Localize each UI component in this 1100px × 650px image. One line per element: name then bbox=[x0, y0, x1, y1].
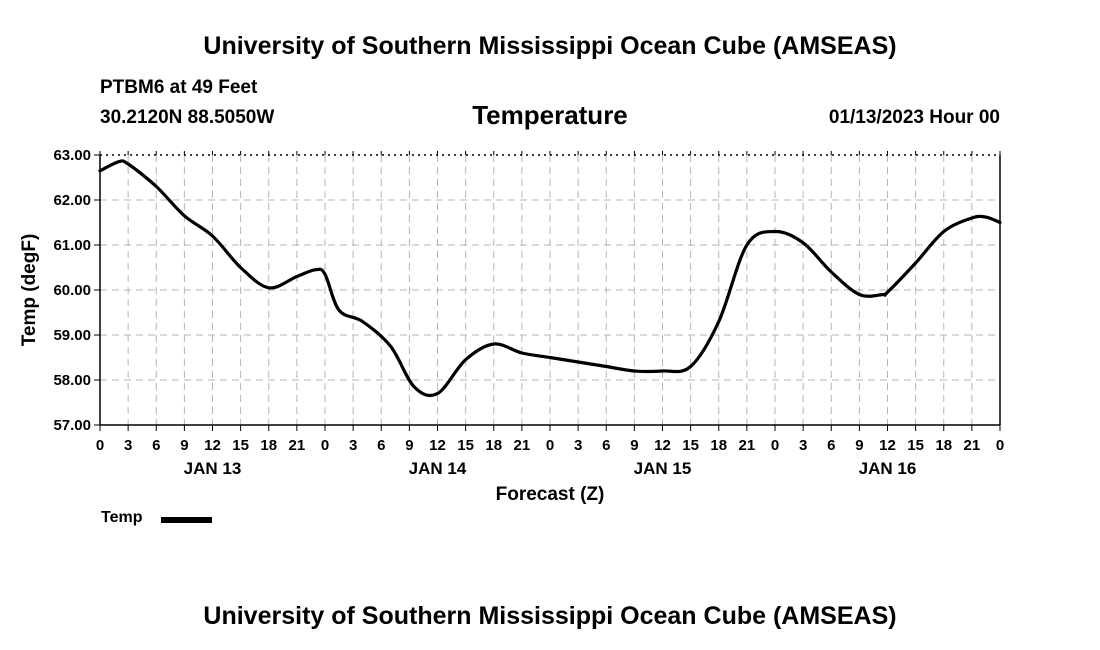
x-tick-label: 6 bbox=[377, 437, 385, 454]
x-tick-label: 3 bbox=[349, 437, 357, 454]
day-label: JAN 14 bbox=[409, 459, 467, 478]
chart-title: Temperature bbox=[472, 100, 628, 130]
series-line-temp bbox=[98, 159, 1002, 398]
x-tick-label: 6 bbox=[152, 437, 160, 454]
legend-label: Temp bbox=[101, 509, 143, 526]
x-axis-label: Forecast (Z) bbox=[496, 484, 605, 505]
x-tick-label: 18 bbox=[710, 437, 727, 454]
x-tick-label: 15 bbox=[457, 437, 474, 454]
x-tick-label: 18 bbox=[485, 437, 502, 454]
x-tick-label: 0 bbox=[996, 437, 1004, 454]
x-tick-label: 9 bbox=[405, 437, 413, 454]
page-title: University of Southern Mississippi Ocean… bbox=[203, 32, 897, 60]
x-tick-label: 0 bbox=[96, 437, 104, 454]
day-label: JAN 16 bbox=[859, 459, 917, 478]
x-tick-label: 21 bbox=[739, 437, 756, 454]
x-tick-label: 12 bbox=[429, 437, 446, 454]
legend-line-swatch bbox=[161, 517, 212, 523]
y-tick-label: 63.00 bbox=[53, 147, 91, 164]
x-tick-label: 9 bbox=[630, 437, 638, 454]
x-tick-label: 12 bbox=[654, 437, 671, 454]
x-tick-label: 0 bbox=[321, 437, 329, 454]
x-tick-label: 15 bbox=[907, 437, 924, 454]
y-axis-label: Temp (degF) bbox=[19, 234, 40, 347]
x-tick-label: 9 bbox=[855, 437, 863, 454]
x-tick-label: 12 bbox=[879, 437, 896, 454]
day-label: JAN 15 bbox=[634, 459, 692, 478]
footer-title: University of Southern Mississippi Ocean… bbox=[203, 602, 897, 630]
x-tick-label: 18 bbox=[935, 437, 952, 454]
x-tick-label: 21 bbox=[964, 437, 981, 454]
x-tick-label: 6 bbox=[827, 437, 835, 454]
y-tick-label: 57.00 bbox=[53, 417, 91, 434]
y-tick-label: 62.00 bbox=[53, 192, 91, 209]
x-tick-label: 15 bbox=[682, 437, 699, 454]
x-tick-label: 3 bbox=[574, 437, 582, 454]
x-tick-label: 18 bbox=[260, 437, 277, 454]
y-tick-label: 60.00 bbox=[53, 282, 91, 299]
x-tick-label: 15 bbox=[232, 437, 249, 454]
y-tick-label: 58.00 bbox=[53, 372, 91, 389]
x-tick-label: 3 bbox=[799, 437, 807, 454]
x-tick-label: 0 bbox=[546, 437, 554, 454]
station-coordinates: 30.2120N 88.5050W bbox=[100, 107, 275, 128]
forecast-time: 01/13/2023 Hour 00 bbox=[828, 107, 1000, 128]
x-tick-label: 6 bbox=[602, 437, 610, 454]
x-tick-label: 0 bbox=[771, 437, 779, 454]
station-label: PTBM6 at 49 Feet bbox=[100, 77, 258, 98]
day-label: JAN 13 bbox=[184, 459, 242, 478]
x-tick-label: 3 bbox=[124, 437, 132, 454]
x-tick-label: 9 bbox=[180, 437, 188, 454]
x-tick-label: 12 bbox=[204, 437, 221, 454]
x-tick-label: 21 bbox=[289, 437, 306, 454]
y-tick-label: 61.00 bbox=[53, 237, 91, 254]
x-tick-label: 21 bbox=[514, 437, 531, 454]
y-tick-label: 59.00 bbox=[53, 327, 91, 344]
